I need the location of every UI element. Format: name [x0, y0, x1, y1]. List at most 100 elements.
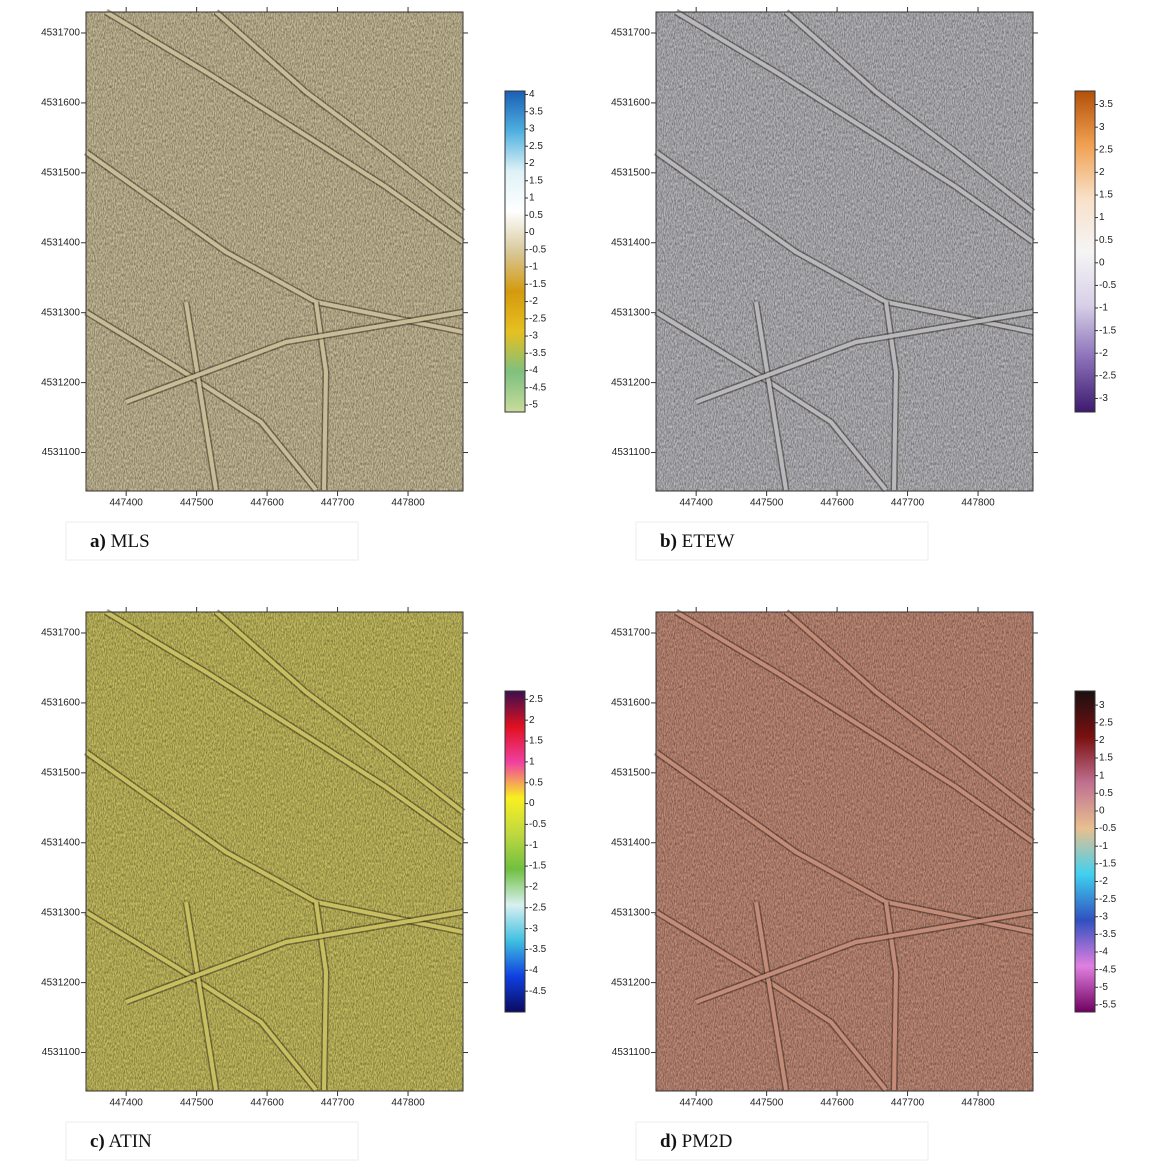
x-tick-label: 447500 — [750, 498, 784, 509]
y-tick-label: 4531400 — [41, 237, 80, 248]
caption-name: MLS — [111, 531, 150, 552]
caption-label: d) — [660, 1131, 677, 1152]
y-tick-label: 4531600 — [611, 698, 650, 709]
colorbar-tick-label: 0.5 — [529, 777, 543, 788]
x-tick-label: 447500 — [180, 1098, 214, 1109]
x-tick-label: 447700 — [891, 498, 925, 509]
y-tick-label: 4531200 — [41, 977, 80, 988]
colorbar-tick-label: -3 — [529, 923, 538, 934]
y-tick-label: 4531700 — [611, 628, 650, 639]
x-tick-label: 447700 — [321, 498, 355, 509]
caption: d) PM2D — [660, 1131, 732, 1152]
caption: a) MLS — [90, 531, 150, 552]
colorbar-tick-label: 2.5 — [1099, 144, 1113, 155]
colorbar-tick-label: -3 — [1099, 911, 1108, 922]
colorbar-tick-label: -3 — [529, 331, 538, 342]
colorbar — [1075, 691, 1095, 1012]
x-tick-label: 447700 — [891, 1098, 925, 1109]
y-tick-label: 4531600 — [611, 98, 650, 109]
colorbar-tick-label: -1.5 — [1099, 858, 1117, 869]
colorbar-tick-label: -2 — [1099, 348, 1108, 359]
y-tick-label: 4531500 — [41, 767, 80, 778]
colorbar — [1075, 91, 1095, 412]
colorbar-tick-label: -1.5 — [529, 861, 547, 872]
colorbar-tick-label: 0.5 — [529, 210, 543, 221]
colorbar-tick-label: 1 — [529, 193, 535, 204]
x-tick-label: 447800 — [391, 498, 425, 509]
colorbar-tick-label: 3.5 — [1099, 99, 1113, 110]
colorbar-tick-label: -4 — [529, 365, 538, 376]
x-tick-label: 447600 — [250, 1098, 284, 1109]
colorbar-tick-label: 0 — [1099, 257, 1105, 268]
colorbar-tick-label: 3 — [1099, 700, 1105, 711]
colorbar-tick-label: 2 — [1099, 167, 1105, 178]
y-tick-label: 4531200 — [41, 377, 80, 388]
x-tick-label: 447600 — [820, 498, 854, 509]
x-tick-label: 447600 — [250, 498, 284, 509]
colorbar-tick-label: 1.5 — [1099, 753, 1113, 764]
y-tick-label: 4531700 — [41, 628, 80, 639]
colorbar-tick-label: -5.5 — [1099, 1000, 1117, 1011]
colorbar-tick-label: 4 — [529, 89, 535, 100]
map-texture — [86, 12, 463, 491]
colorbar-tick-label: -4.5 — [529, 986, 547, 997]
colorbar — [505, 91, 525, 412]
map-texture — [86, 612, 463, 1091]
y-tick-label: 4531300 — [611, 307, 650, 318]
colorbar-tick-label: -0.5 — [529, 819, 547, 830]
map-texture — [656, 12, 1033, 491]
colorbar-tick-label: 1 — [1099, 212, 1105, 223]
colorbar-tick-label: 2.5 — [529, 694, 543, 705]
colorbar-tick-label: 0.5 — [1099, 235, 1113, 246]
x-tick-label: 447400 — [109, 1098, 143, 1109]
caption: b) ETEW — [660, 531, 734, 552]
x-tick-label: 447500 — [180, 498, 214, 509]
colorbar-tick-label: -0.5 — [529, 244, 547, 255]
colorbar — [505, 691, 525, 1012]
colorbar-tick-label: 0 — [1099, 806, 1105, 817]
colorbar-tick-label: 0.5 — [1099, 788, 1113, 799]
colorbar-tick-label: 2 — [1099, 735, 1105, 746]
y-tick-label: 4531400 — [41, 837, 80, 848]
colorbar-tick-label: 1.5 — [529, 736, 543, 747]
y-tick-label: 4531400 — [611, 237, 650, 248]
y-tick-label: 4531500 — [611, 767, 650, 778]
colorbar-tick-label: -5 — [529, 400, 538, 411]
colorbar-tick-label: -3.5 — [529, 348, 547, 359]
x-tick-label: 447600 — [820, 1098, 854, 1109]
colorbar-tick-label: 0 — [529, 227, 535, 238]
y-tick-label: 4531700 — [611, 28, 650, 39]
colorbar-tick-label: -4.5 — [529, 382, 547, 393]
colorbar-tick-label: 3 — [529, 124, 535, 135]
colorbar-tick-label: -0.5 — [1099, 280, 1117, 291]
colorbar-tick-label: 2.5 — [529, 141, 543, 152]
caption-name: ETEW — [682, 531, 735, 552]
colorbar-tick-label: 2 — [529, 158, 535, 169]
colorbar-tick-label: 1.5 — [529, 175, 543, 186]
colorbar-tick-label: 2.5 — [1099, 717, 1113, 728]
caption-label: a) — [90, 531, 106, 552]
colorbar-tick-label: -2.5 — [1099, 894, 1117, 905]
colorbar-tick-label: -1.5 — [1099, 325, 1117, 336]
caption: c) ATIN — [90, 1131, 152, 1152]
y-tick-label: 4531100 — [42, 447, 81, 458]
colorbar-tick-label: -3.5 — [1099, 929, 1117, 940]
x-tick-label: 447400 — [109, 498, 143, 509]
colorbar-tick-label: -2.5 — [1099, 370, 1117, 381]
colorbar-tick-label: -1 — [529, 262, 538, 273]
x-tick-label: 447800 — [391, 1098, 425, 1109]
colorbar-tick-label: 1 — [1099, 770, 1105, 781]
colorbar-tick-label: 2 — [529, 715, 535, 726]
y-tick-label: 4531300 — [41, 907, 80, 918]
x-tick-label: 447800 — [961, 498, 995, 509]
colorbar-tick-label: -2.5 — [529, 902, 547, 913]
y-tick-label: 4531200 — [611, 377, 650, 388]
colorbar-tick-label: -1 — [1099, 303, 1108, 314]
x-tick-label: 447400 — [679, 1098, 713, 1109]
caption-label: b) — [660, 531, 677, 552]
figure: 447400 447500 447600 447700 447800 4531700 453… — [0, 0, 1151, 1168]
y-tick-label: 4531100 — [612, 447, 651, 458]
